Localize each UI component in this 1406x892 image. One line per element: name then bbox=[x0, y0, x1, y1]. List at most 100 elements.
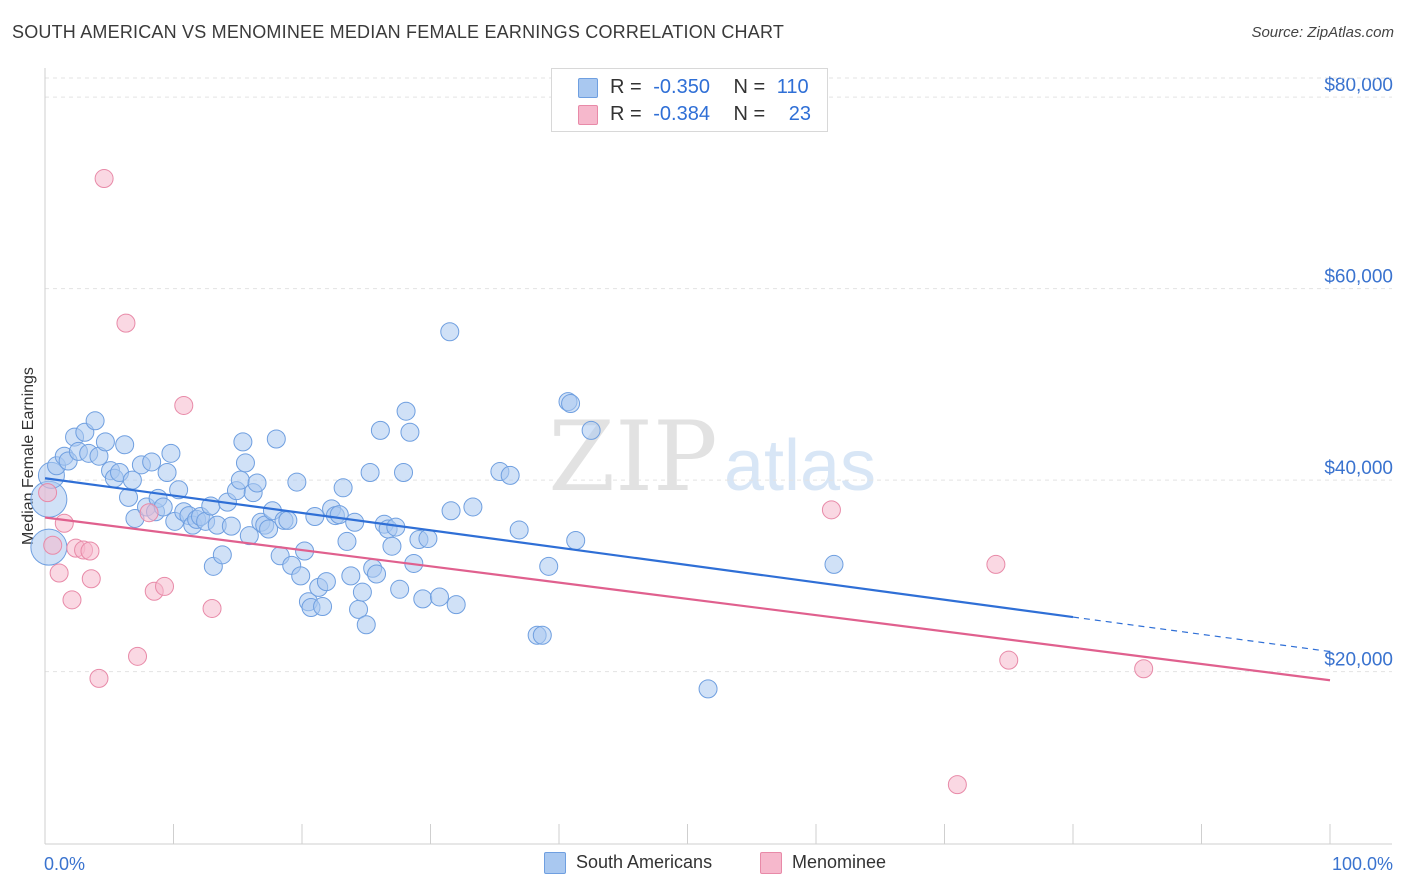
watermark-zip: ZIP bbox=[548, 401, 717, 513]
data-point bbox=[81, 569, 101, 589]
trend-line bbox=[44, 477, 1074, 619]
y-tick-label: $20,000 bbox=[1324, 650, 1393, 671]
data-point bbox=[356, 615, 376, 635]
trend-line bbox=[44, 516, 1331, 682]
data-point bbox=[367, 564, 387, 584]
data-point bbox=[418, 529, 438, 549]
data-point bbox=[291, 566, 311, 586]
data-point bbox=[287, 472, 307, 492]
data-point bbox=[441, 501, 461, 521]
data-point bbox=[390, 579, 410, 599]
data-point bbox=[43, 535, 63, 555]
data-point bbox=[142, 452, 162, 472]
data-point bbox=[333, 478, 353, 498]
r-value: -0.350 bbox=[653, 76, 710, 98]
data-point bbox=[337, 531, 357, 551]
data-point bbox=[370, 420, 390, 440]
trend-line-extension bbox=[1072, 616, 1331, 653]
data-point bbox=[345, 512, 365, 532]
data-point bbox=[221, 516, 241, 536]
legend-swatch bbox=[544, 852, 566, 875]
data-point bbox=[821, 500, 841, 520]
stats-legend: R = -0.350 N = 110 R = -0.384 N = 23 bbox=[551, 68, 828, 132]
data-point bbox=[212, 545, 232, 565]
n-value: 23 bbox=[788, 103, 812, 125]
data-point bbox=[54, 513, 74, 533]
r-label: R = bbox=[610, 76, 642, 98]
data-point bbox=[382, 536, 402, 556]
data-point bbox=[62, 590, 82, 610]
data-point bbox=[566, 530, 586, 550]
data-point bbox=[235, 453, 255, 473]
legend-label: Menominee bbox=[792, 852, 887, 872]
data-point bbox=[161, 443, 181, 463]
data-point bbox=[463, 497, 483, 517]
data-point bbox=[394, 462, 414, 482]
data-point bbox=[429, 587, 449, 607]
data-point bbox=[174, 395, 194, 415]
data-point bbox=[509, 520, 529, 540]
y-tick-label: $40,000 bbox=[1324, 458, 1393, 479]
data-point bbox=[360, 462, 380, 482]
data-point bbox=[202, 598, 222, 618]
data-point bbox=[139, 503, 159, 523]
data-point bbox=[38, 483, 58, 503]
data-point bbox=[247, 473, 267, 493]
data-point bbox=[94, 169, 114, 189]
n-label: N = bbox=[733, 103, 766, 125]
data-point bbox=[986, 554, 1006, 574]
data-point bbox=[169, 480, 189, 500]
legend-item-menominee[interactable]: Menominee bbox=[760, 852, 886, 876]
data-point bbox=[413, 589, 433, 609]
data-point bbox=[89, 668, 109, 688]
data-point bbox=[1134, 659, 1154, 679]
data-point bbox=[95, 432, 115, 452]
legend-item-south-americans[interactable]: South Americans bbox=[544, 852, 712, 876]
data-point bbox=[500, 465, 520, 485]
r-label: R = bbox=[610, 103, 642, 125]
y-tick-label: $80,000 bbox=[1324, 75, 1393, 96]
data-point bbox=[157, 462, 177, 482]
data-point bbox=[259, 519, 279, 539]
data-point bbox=[352, 582, 372, 602]
data-point bbox=[561, 394, 581, 414]
n-label: N = bbox=[733, 76, 766, 98]
data-point bbox=[116, 313, 136, 333]
x-tick-label: 100.0% bbox=[1332, 854, 1393, 874]
data-point bbox=[128, 646, 148, 666]
data-point bbox=[239, 526, 259, 546]
data-point bbox=[947, 775, 967, 795]
r-value: -0.384 bbox=[653, 103, 710, 125]
legend-swatch bbox=[760, 852, 782, 875]
chart-title: SOUTH AMERICAN VS MENOMINEE MEDIAN FEMAL… bbox=[12, 22, 785, 42]
data-point bbox=[396, 401, 416, 421]
data-point bbox=[698, 679, 718, 699]
data-point bbox=[313, 597, 333, 617]
data-point bbox=[539, 556, 559, 576]
data-point bbox=[999, 650, 1019, 670]
watermark-atlas: atlas bbox=[724, 426, 876, 506]
data-point bbox=[266, 429, 286, 449]
data-point bbox=[532, 625, 552, 645]
legend-swatch-menominee bbox=[578, 105, 598, 125]
x-tick-label: 0.0% bbox=[44, 854, 85, 874]
data-point bbox=[49, 563, 69, 583]
data-point bbox=[824, 554, 844, 574]
data-point bbox=[581, 420, 601, 440]
data-point bbox=[440, 322, 460, 342]
data-point bbox=[233, 432, 253, 452]
data-point bbox=[400, 422, 420, 442]
data-point bbox=[341, 566, 361, 586]
data-point bbox=[316, 572, 336, 592]
legend-swatch-south-americans bbox=[578, 78, 598, 98]
data-point bbox=[85, 411, 105, 431]
y-tick-label: $60,000 bbox=[1324, 267, 1393, 288]
data-point bbox=[80, 541, 100, 561]
source-label: Source: ZipAtlas.com bbox=[1251, 24, 1394, 41]
n-value: 110 bbox=[776, 76, 809, 98]
data-point bbox=[446, 595, 466, 615]
data-point bbox=[278, 510, 298, 530]
data-point bbox=[155, 576, 175, 596]
data-point bbox=[115, 435, 135, 455]
